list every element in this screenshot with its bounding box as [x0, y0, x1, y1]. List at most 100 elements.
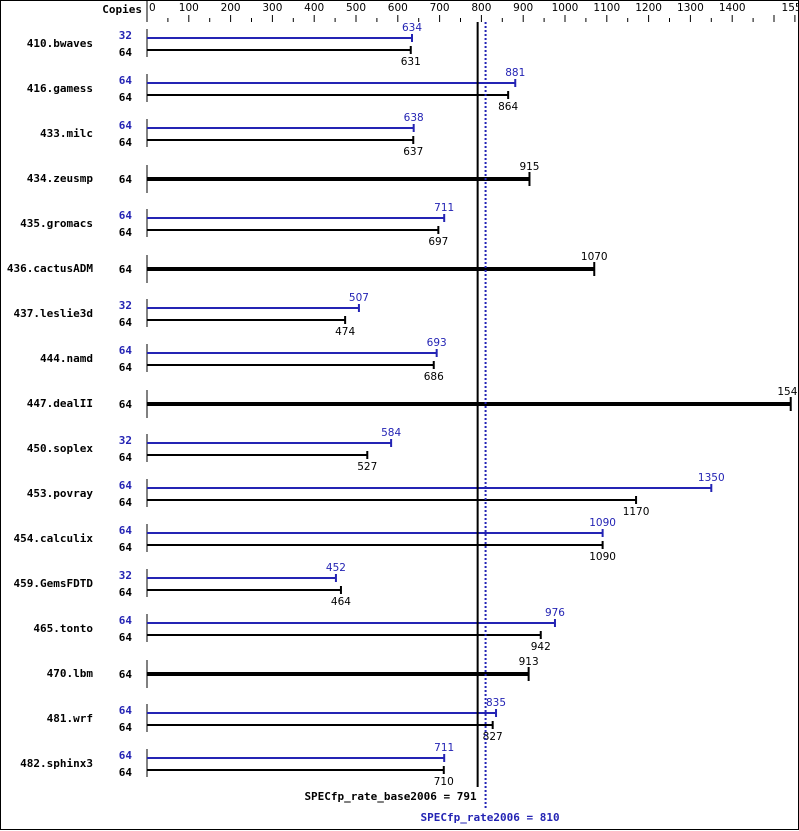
- base-value-label: 631: [401, 56, 421, 68]
- benchmark-row: 434.zeusmp 64 915: [27, 161, 539, 193]
- tick-label: 300: [262, 2, 282, 14]
- peak-value-label: 507: [349, 292, 369, 304]
- base-copies: 64: [119, 136, 133, 149]
- base-copies: 64: [119, 316, 133, 329]
- benchmark-row: 436.cactusADM 64 1070: [7, 251, 608, 283]
- base-copies: 64: [119, 361, 133, 374]
- benchmark-name: 433.milc: [40, 127, 93, 140]
- base-copies: 64: [119, 586, 133, 599]
- benchmark-row: 470.lbm 64 913: [47, 656, 539, 688]
- tick-label: 400: [304, 2, 324, 14]
- peak-value-label: 634: [402, 22, 422, 34]
- peak-value-label: 835: [486, 697, 506, 709]
- peak-value-label: 638: [404, 112, 424, 124]
- base-copies: 64: [119, 91, 133, 104]
- benchmark-row: 482.sphinx3 64 64 711 710: [20, 742, 454, 788]
- base-value-label: 637: [403, 146, 423, 158]
- benchmark-name: 435.gromacs: [20, 217, 93, 230]
- peak-reference-label: SPECfp_rate2006 = 810: [421, 811, 560, 824]
- x-axis: 0 100 200 300 400 500 600 700 800 900 1000 1100 1200…: [146, 0, 799, 22]
- base-value-label: 1090: [589, 551, 616, 563]
- peak-copies: 64: [119, 119, 133, 132]
- benchmark-name: 434.zeusmp: [27, 172, 94, 185]
- benchmark-row: 433.milc 64 64 638 637: [40, 112, 424, 158]
- base-value-label: 686: [424, 371, 444, 383]
- tick-label: 900: [513, 2, 533, 14]
- base-copies: 64: [119, 46, 133, 59]
- benchmark-name: 447.dealII: [27, 397, 93, 410]
- benchmark-name: 454.calculix: [14, 532, 94, 545]
- tick-label: 1300: [677, 2, 704, 14]
- peak-copies: 64: [119, 344, 133, 357]
- benchmark-rows: 410.bwaves 32 64 634 631 416.gamess 64 64 881 864…: [7, 22, 799, 788]
- reference-lines: SPECfp_rate_base2006 = 791 SPECfp_rate200…: [304, 22, 560, 824]
- benchmark-name: 450.soplex: [27, 442, 94, 455]
- tick-label: 1200: [635, 2, 662, 14]
- benchmark-row: 459.GemsFDTD 32 64 452 464: [14, 562, 352, 608]
- base-copies: 64: [119, 226, 133, 239]
- base-value-label: 464: [331, 596, 351, 608]
- tick-label: 1400: [719, 2, 746, 14]
- benchmark-row: 416.gamess 64 64 881 864: [27, 67, 526, 113]
- peak-copies: 64: [119, 74, 133, 87]
- base-value-label: 527: [357, 461, 377, 473]
- peak-copies: 32: [119, 434, 132, 447]
- benchmark-name: 470.lbm: [47, 667, 94, 680]
- benchmark-row: 447.dealII 64 1540: [27, 386, 799, 418]
- base-copies: 64: [119, 766, 133, 779]
- benchmark-name: 416.gamess: [27, 82, 93, 95]
- base-value-label: 1540: [777, 386, 799, 398]
- peak-value-label: 1350: [698, 472, 725, 484]
- benchmark-name: 436.cactusADM: [7, 262, 93, 275]
- peak-value-label: 1090: [589, 517, 616, 529]
- base-value-label: 915: [519, 161, 539, 173]
- tick-label: 1100: [593, 2, 620, 14]
- base-value-label: 913: [519, 656, 539, 668]
- base-copies: 64: [119, 541, 133, 554]
- peak-value-label: 881: [505, 67, 525, 79]
- benchmark-row: 481.wrf 64 64 835 827: [47, 697, 506, 743]
- tick-label: 1550: [782, 2, 799, 14]
- base-value-label: 1070: [581, 251, 608, 263]
- benchmark-row: 444.namd 64 64 693 686: [40, 337, 447, 383]
- peak-value-label: 711: [434, 742, 454, 754]
- base-value-label: 697: [428, 236, 448, 248]
- tick-label: 600: [388, 2, 408, 14]
- peak-value-label: 976: [545, 607, 565, 619]
- base-copies: 64: [119, 451, 133, 464]
- tick-label: 100: [179, 2, 199, 14]
- base-copies: 64: [119, 173, 133, 186]
- tick-label: 0: [149, 2, 156, 14]
- peak-copies: 64: [119, 614, 133, 627]
- peak-copies: 64: [119, 749, 133, 762]
- benchmark-row: 410.bwaves 32 64 634 631: [27, 22, 423, 68]
- peak-copies: 32: [119, 29, 132, 42]
- copies-header: Copies: [102, 3, 142, 16]
- benchmark-name: 437.leslie3d: [14, 307, 93, 320]
- base-value-label: 710: [434, 776, 454, 788]
- base-copies: 64: [119, 398, 133, 411]
- benchmark-name: 444.namd: [40, 352, 93, 365]
- base-copies: 64: [119, 496, 133, 509]
- base-copies: 64: [119, 721, 133, 734]
- base-value-label: 864: [498, 101, 518, 113]
- peak-copies: 32: [119, 299, 132, 312]
- peak-copies: 64: [119, 209, 133, 222]
- peak-copies: 64: [119, 704, 133, 717]
- benchmark-name: 481.wrf: [47, 712, 93, 725]
- peak-value-label: 693: [427, 337, 447, 349]
- benchmark-name: 465.tonto: [33, 622, 93, 635]
- benchmark-name: 453.povray: [27, 487, 94, 500]
- benchmark-row: 454.calculix 64 64 1090 1090: [14, 517, 616, 563]
- tick-label: 500: [346, 2, 366, 14]
- tick-label: 1000: [552, 2, 579, 14]
- benchmark-row: 435.gromacs 64 64 711 697: [20, 202, 454, 248]
- benchmark-row: 453.povray 64 64 1350 1170: [27, 472, 725, 518]
- base-copies: 64: [119, 668, 133, 681]
- benchmark-name: 410.bwaves: [27, 37, 93, 50]
- peak-copies: 32: [119, 569, 132, 582]
- base-value-label: 827: [483, 731, 503, 743]
- peak-value-label: 452: [326, 562, 346, 574]
